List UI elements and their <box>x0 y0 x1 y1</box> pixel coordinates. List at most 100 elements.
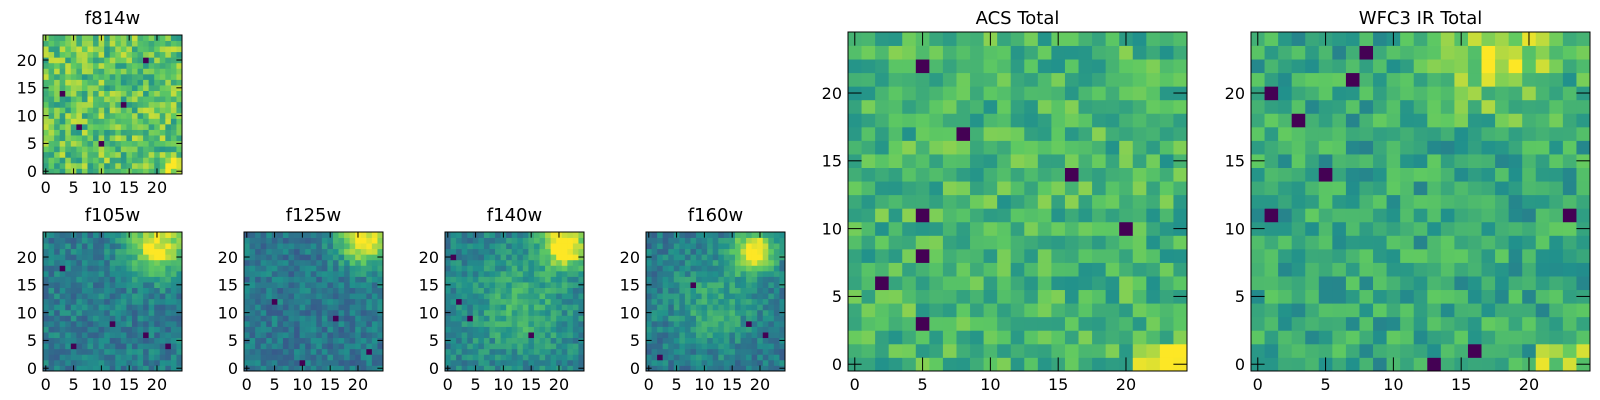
heatmap-cell <box>93 348 99 355</box>
heatmap-cell <box>495 259 501 266</box>
heatmap-cell <box>244 343 250 350</box>
heatmap-cell <box>176 354 183 361</box>
heatmap-cell <box>506 298 513 305</box>
heatmap-cell <box>76 332 83 339</box>
heatmap-cell <box>255 282 262 288</box>
heatmap-cell <box>54 129 61 136</box>
heatmap-cell <box>861 221 876 236</box>
heatmap-cell <box>282 304 289 311</box>
heatmap-cell <box>81 123 88 130</box>
y-tick-label: 5 <box>1235 287 1245 306</box>
heatmap-cell <box>126 90 133 97</box>
heatmap-cell <box>734 348 741 355</box>
heatmap-cell <box>578 304 585 311</box>
heatmap-cell <box>1078 221 1093 236</box>
heatmap-cell <box>740 348 747 355</box>
panel-title-f814w: f814w <box>85 8 140 29</box>
heatmap-cell <box>848 316 862 331</box>
heatmap-cell <box>98 146 105 153</box>
heatmap-cell <box>176 326 183 333</box>
heatmap-cell <box>561 343 568 350</box>
heatmap-cell <box>456 304 463 311</box>
heatmap-cell <box>495 254 501 261</box>
heatmap-cell <box>1251 113 1265 128</box>
heatmap-cell <box>734 320 741 327</box>
heatmap-cell <box>1562 248 1577 263</box>
heatmap-cell <box>159 326 166 333</box>
heatmap-cell <box>461 270 468 277</box>
heatmap-cell <box>137 337 144 344</box>
heatmap-cell <box>522 304 529 311</box>
heatmap-cell <box>154 129 161 136</box>
heatmap-cell <box>528 343 535 350</box>
heatmap-cell <box>848 99 862 114</box>
heatmap-cell <box>456 243 463 250</box>
heatmap-cell <box>572 265 579 272</box>
heatmap-cell <box>360 304 367 311</box>
heatmap-cell <box>651 365 658 372</box>
heatmap-cell <box>929 316 944 331</box>
heatmap-cell <box>244 248 250 255</box>
heatmap-cell <box>59 259 66 266</box>
heatmap-cell <box>1481 303 1496 318</box>
heatmap-cell <box>696 343 702 350</box>
heatmap-cell <box>1251 316 1265 331</box>
heatmap-cell <box>81 151 88 158</box>
heatmap-cell <box>371 287 378 294</box>
heatmap-cell <box>1495 357 1510 372</box>
heatmap-cell <box>651 359 658 366</box>
heatmap-cell <box>679 248 686 255</box>
heatmap-cell <box>1251 330 1265 345</box>
heatmap-cell <box>751 282 758 288</box>
heatmap-cell <box>1400 194 1415 209</box>
heatmap-cell <box>48 68 55 75</box>
heatmap-cell <box>59 276 66 283</box>
heatmap-cell <box>355 243 362 250</box>
heatmap-cell <box>282 293 289 300</box>
heatmap-cell <box>1264 167 1279 182</box>
heatmap-cell <box>1522 194 1537 209</box>
heatmap-cell <box>956 32 971 46</box>
heatmap-cell <box>662 365 669 372</box>
heatmap-cell <box>970 262 984 277</box>
x-axis: 0 5 10 15 20 <box>41 232 167 394</box>
heatmap-cell <box>1400 343 1415 358</box>
heatmap-cell <box>338 293 345 300</box>
heatmap-cells <box>244 232 384 372</box>
heatmap-cell <box>266 237 273 244</box>
heatmap-cell <box>1318 194 1333 209</box>
heatmap-cell <box>1024 316 1039 331</box>
heatmap-cell <box>176 151 183 158</box>
heatmap-cell <box>104 237 111 244</box>
heatmap-cell <box>104 276 111 283</box>
heatmap-cell <box>511 282 518 288</box>
panel-title-f105w: f105w <box>85 205 140 226</box>
heatmap-cell <box>338 243 345 250</box>
heatmap-cell <box>888 194 903 209</box>
heatmap-cell <box>48 282 55 288</box>
heatmap-cell <box>1535 276 1550 291</box>
heatmap-cell <box>1562 194 1577 209</box>
heatmap-cell <box>176 276 183 283</box>
heatmap-cell <box>115 40 122 47</box>
heatmap-cell <box>321 332 328 339</box>
x-tick-label: 15 <box>521 375 541 394</box>
heatmap-cell <box>550 237 557 244</box>
heatmap-cell <box>120 359 127 366</box>
heatmap-cell <box>1078 181 1093 196</box>
heatmap-cell <box>1092 221 1107 236</box>
heatmap-cell <box>1345 113 1360 128</box>
heatmap-cell <box>76 57 83 64</box>
heatmap-cell <box>734 265 741 272</box>
heatmap-cell <box>54 315 61 322</box>
heatmap-cell <box>1454 72 1469 87</box>
heatmap-cell <box>1522 140 1537 155</box>
heatmap-cell <box>165 259 172 266</box>
heatmap-cell <box>550 348 557 355</box>
heatmap-cell <box>316 237 323 244</box>
heatmap-cell <box>260 343 267 350</box>
heatmap-cell <box>327 337 334 344</box>
heatmap-cell <box>1373 289 1387 304</box>
heatmap-cell <box>48 232 55 238</box>
heatmap-cell <box>1481 276 1496 291</box>
